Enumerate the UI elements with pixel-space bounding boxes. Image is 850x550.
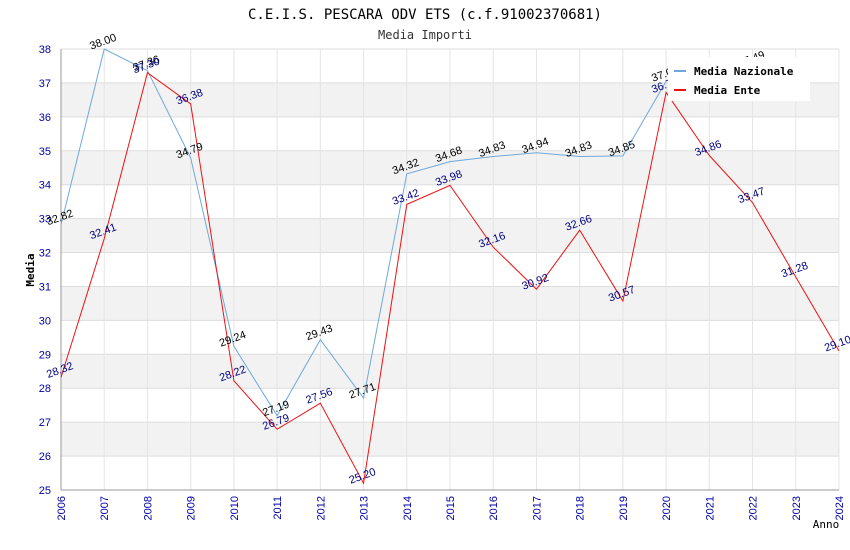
x-tick-label: 2024 [834,496,846,520]
y-tick-label: 29 [39,349,51,361]
x-tick-label: 2016 [488,496,500,520]
y-tick-label: 25 [39,485,51,497]
y-axis-title: Media [24,253,37,286]
x-tick-label: 2010 [229,496,241,520]
chart-subtitle: Media Importi [378,28,472,42]
x-tick-label: 2006 [56,496,68,520]
series-line-media-ente [60,71,840,485]
x-tick-label: 2022 [748,496,760,520]
y-tick-label: 33 [39,214,51,226]
y-tick-label: 35 [39,146,51,158]
x-tick-label: 2018 [575,496,587,520]
x-tick-label: 2012 [315,496,327,520]
x-tick-label: 2013 [359,496,371,520]
x-tick-label: 2015 [445,496,457,520]
x-tick-label: 2007 [99,496,111,520]
x-tick-label: 2011 [272,496,284,520]
x-tick-label: 2020 [661,496,673,520]
y-tick-label: 28 [39,383,51,395]
legend-label: Media Ente [694,84,761,97]
x-axis-title: Anno [813,518,840,531]
y-tick-label: 26 [39,451,51,463]
series-line-media-nazionale [60,48,667,417]
y-tick-label: 36 [39,112,51,124]
axes: 25 26 27 28 29 30 31 32 33 34 35 36 37 38 2006 2007 2008… [39,44,846,520]
x-tick-label: 2009 [186,496,198,520]
x-tick-label: 2008 [142,496,154,520]
y-tick-label: 37 [39,78,51,90]
series-group [60,48,840,485]
x-tick-label: 2014 [402,496,414,520]
y-tick-label: 27 [39,417,51,429]
chart-title: C.E.I.S. PESCARA ODV ETS (c.f.9100237068… [248,7,602,23]
y-tick-label: 34 [39,180,51,192]
gridlines [60,48,840,491]
legend-box [668,57,810,101]
x-tick-label: 2023 [791,496,803,520]
x-tick-label: 2017 [531,496,543,520]
legend: Media Nazionale Media Ente [668,57,810,101]
y-tick-label: 30 [39,315,51,327]
legend-label: Media Nazionale [694,65,794,78]
x-tick-label: 2019 [618,496,630,520]
x-tick-label: 2021 [704,496,716,520]
y-tick-label: 38 [39,44,51,56]
y-tick-label: 32 [39,248,51,260]
y-tick-label: 31 [39,281,51,293]
